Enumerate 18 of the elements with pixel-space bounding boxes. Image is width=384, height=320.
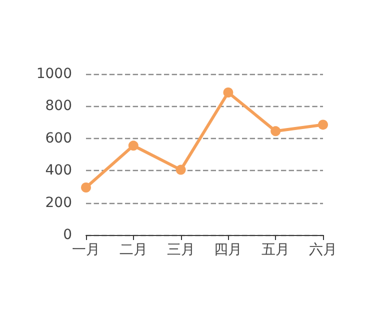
point: [128, 140, 138, 151]
x-tick-label: 三月: [166, 242, 195, 258]
y-tick-label: 600: [45, 130, 72, 146]
y-tick-label: 200: [45, 194, 72, 211]
point: [318, 120, 328, 130]
y-tick-label: 800: [45, 98, 72, 114]
point: [81, 182, 91, 192]
x-tick-label: 五月: [262, 242, 290, 258]
y-tick-label: 0: [63, 227, 72, 243]
y-tick-label: 1000: [36, 66, 72, 82]
x-tick-label: 二月: [119, 242, 148, 258]
x-tick-label: 一月: [72, 242, 100, 258]
x-tick-label: 四月: [214, 242, 242, 258]
x-tick-label: 六月: [309, 242, 337, 258]
point: [176, 164, 186, 175]
y-tick-label: 400: [45, 162, 72, 179]
point: [270, 126, 281, 136]
point: [223, 88, 234, 98]
